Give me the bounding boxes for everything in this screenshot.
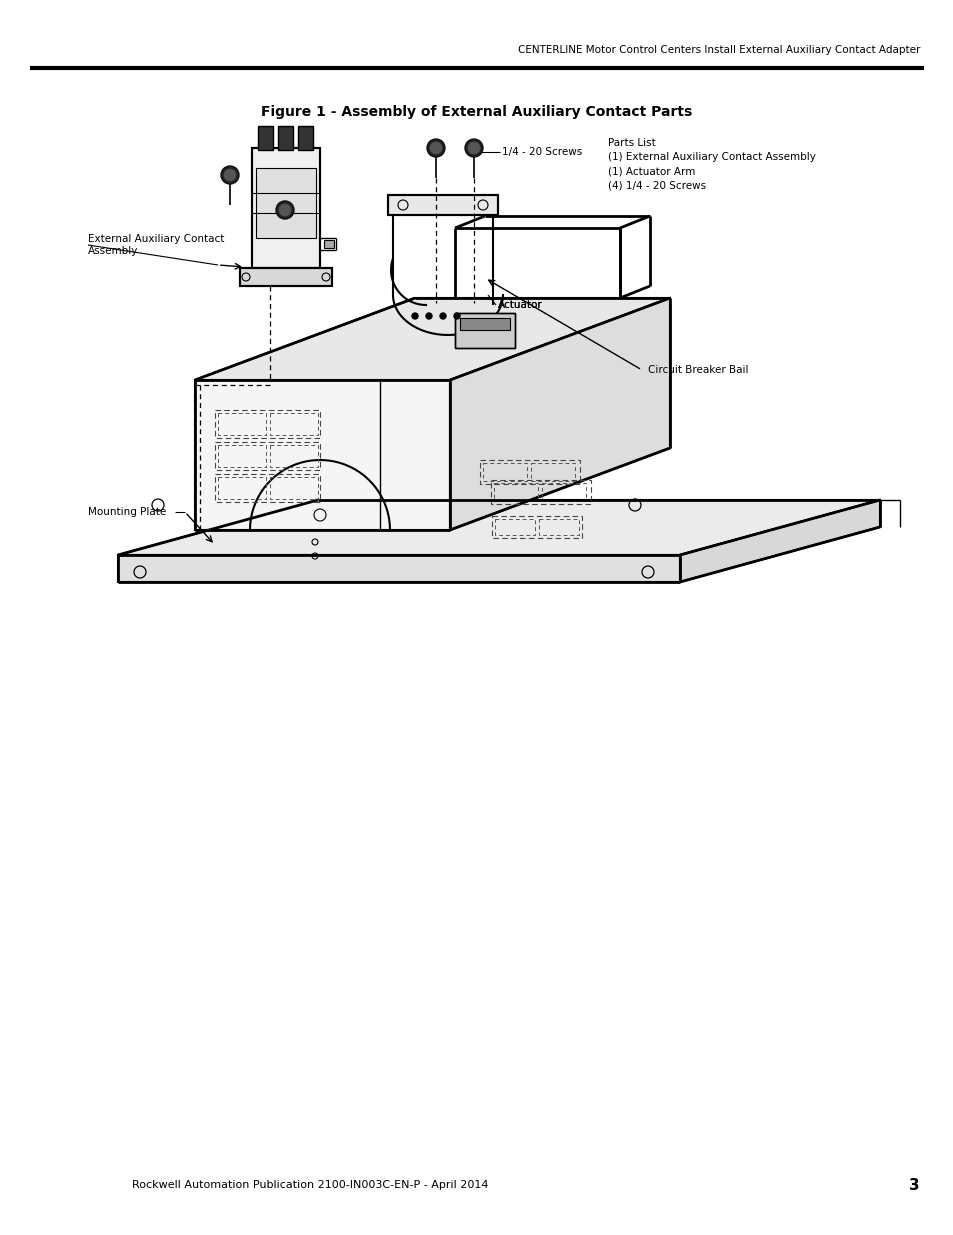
Bar (297, 126, 313, 149)
Circle shape (224, 169, 235, 182)
Bar (277, 126, 293, 149)
Bar (482, 463, 526, 480)
Bar (214, 474, 319, 501)
Bar (240, 268, 332, 287)
Bar (491, 479, 591, 504)
Bar (252, 148, 319, 268)
Text: Circuit Breaker Bail: Circuit Breaker Bail (647, 366, 748, 375)
Bar (270, 477, 317, 499)
Bar (214, 442, 319, 471)
Bar (388, 195, 497, 215)
Bar (214, 410, 319, 438)
Bar (531, 463, 575, 480)
Text: Mounting Plate: Mounting Plate (88, 508, 166, 517)
Circle shape (464, 140, 482, 157)
Bar (218, 445, 266, 467)
Polygon shape (118, 555, 679, 582)
Polygon shape (679, 500, 879, 582)
Text: (1) Actuator Arm: (1) Actuator Arm (607, 165, 695, 177)
Polygon shape (118, 500, 879, 555)
Bar (218, 412, 266, 435)
Text: Parts List: Parts List (607, 138, 655, 148)
Bar (270, 445, 317, 467)
Circle shape (468, 142, 479, 154)
Text: 1/4 - 20 Screws: 1/4 - 20 Screws (501, 147, 581, 157)
Text: Rockwell Automation Publication 2100-IN003C-EN-P - April 2014: Rockwell Automation Publication 2100-IN0… (132, 1179, 488, 1191)
Bar (492, 516, 581, 538)
Text: Actuator: Actuator (497, 300, 542, 310)
Bar (218, 477, 266, 499)
Text: Actuator: Actuator (497, 300, 542, 310)
Bar (257, 126, 273, 149)
Bar (541, 483, 585, 500)
Text: CENTERLINE Motor Control Centers Install External Auxiliary Contact Adapter: CENTERLINE Motor Control Centers Install… (517, 44, 919, 56)
Bar (479, 459, 579, 484)
Bar (494, 483, 537, 500)
Circle shape (278, 204, 291, 216)
Bar (455, 312, 515, 348)
Circle shape (221, 165, 239, 184)
Text: (4) 1/4 - 20 Screws: (4) 1/4 - 20 Screws (607, 180, 705, 190)
Circle shape (430, 142, 441, 154)
Bar (455, 312, 515, 348)
Polygon shape (194, 298, 669, 380)
Text: Figure 1 - Assembly of External Auxiliary Contact Parts: Figure 1 - Assembly of External Auxiliar… (261, 105, 692, 119)
Circle shape (427, 140, 444, 157)
Circle shape (426, 312, 432, 319)
Circle shape (275, 201, 294, 219)
Bar (538, 519, 578, 535)
Text: (1) External Auxiliary Contact Assembly: (1) External Auxiliary Contact Assembly (607, 152, 815, 162)
Bar (255, 168, 315, 238)
Bar (252, 148, 319, 268)
Bar (388, 195, 497, 215)
Polygon shape (194, 380, 450, 530)
Circle shape (439, 312, 446, 319)
Text: 3: 3 (908, 1177, 919, 1193)
Bar (459, 317, 510, 330)
Bar (495, 519, 535, 535)
Circle shape (454, 312, 459, 319)
Polygon shape (450, 298, 669, 530)
Circle shape (412, 312, 417, 319)
Bar (324, 240, 334, 248)
Text: External Auxiliary Contact
Assembly: External Auxiliary Contact Assembly (88, 235, 224, 256)
Bar (270, 412, 317, 435)
Bar (240, 268, 332, 287)
